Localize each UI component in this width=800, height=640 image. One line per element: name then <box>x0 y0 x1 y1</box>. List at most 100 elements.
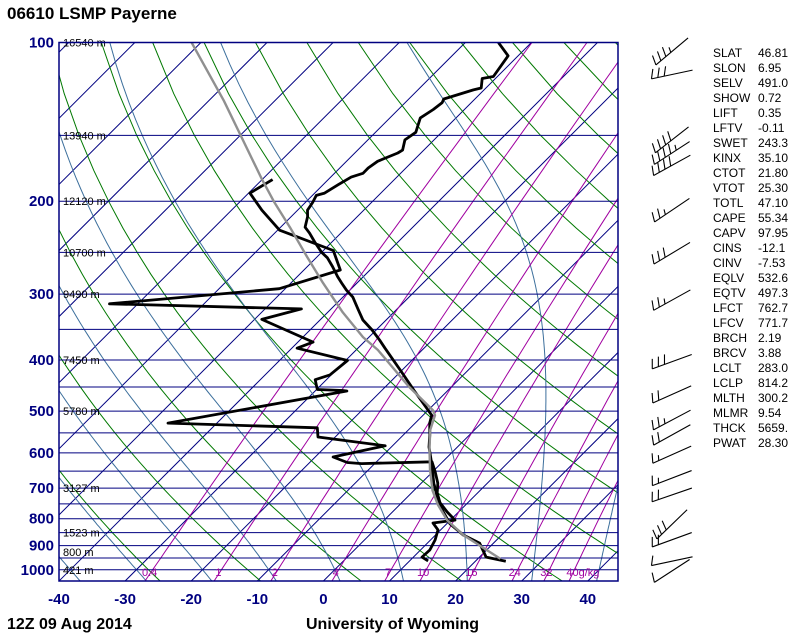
pressure-tick-label: 400 <box>29 352 54 369</box>
wind-barb <box>651 532 692 548</box>
pressure-tick-label: 300 <box>29 286 54 303</box>
index-value: 28.30 <box>758 436 789 450</box>
mixing-ratio-label: 2 <box>272 567 278 579</box>
index-row-TOTL: TOTL 47.10 <box>713 196 788 211</box>
index-name: EQTV <box>713 286 746 300</box>
temperature-tick-label: -30 <box>114 591 136 608</box>
index-row-SWET: SWET 243.3 <box>713 136 788 151</box>
temperature-tick-label: -10 <box>246 591 268 608</box>
temperature-tick-label: 0 <box>319 591 327 608</box>
index-name: LFCT <box>713 301 743 315</box>
temperature-tick-label: 40 <box>579 591 596 608</box>
height-labels: 16540 m 13940 m 12120 m 10700 m 9490 m 7450 m… <box>63 38 106 577</box>
index-value: 3.88 <box>758 346 782 360</box>
index-name: CTOT <box>713 166 746 180</box>
wind-barb <box>650 66 693 80</box>
index-row-SLAT: SLAT 46.81 <box>713 46 788 61</box>
temperature-tick-label: -20 <box>180 591 202 608</box>
index-name: PWAT <box>713 436 747 450</box>
index-name: TOTL <box>713 196 744 210</box>
index-name: LFTV <box>713 121 743 135</box>
temperature-axis-labels: -40 -30 -20 -10 0 10 20 30 40 <box>48 591 596 608</box>
index-row-LFTV: LFTV -0.11 <box>713 121 788 136</box>
index-row-EQLV: EQLV 532.6 <box>713 271 788 286</box>
index-name: CINS <box>713 241 742 255</box>
index-row-SELV: SELV 491.0 <box>713 76 788 91</box>
mixing-ratio-labels: 0.4 1 2 4 7 10 16 24 32 40g/kg <box>142 567 599 579</box>
index-value: 497.3 <box>758 286 789 300</box>
index-value: 5659. <box>758 421 789 435</box>
wind-barb <box>651 409 691 431</box>
index-name: LFCV <box>713 316 744 330</box>
index-value: 6.95 <box>758 61 782 75</box>
index-row-CINV: CINV -7.53 <box>713 256 788 271</box>
date-label: 12Z 09 Aug 2014 <box>7 616 132 633</box>
index-value: 0.72 <box>758 91 782 105</box>
wind-barb <box>651 559 690 583</box>
index-value: -12.1 <box>758 241 786 255</box>
mixing-ratio-label: 0.4 <box>142 567 157 579</box>
wind-barb <box>651 198 690 223</box>
index-value: 243.3 <box>758 136 789 150</box>
wind-barb <box>651 37 689 66</box>
mixing-ratio-lines <box>144 42 618 581</box>
index-value: 35.10 <box>758 151 789 165</box>
index-name: VTOT <box>713 181 745 195</box>
temperature-tick-label: 30 <box>513 591 530 608</box>
height-label: 10700 m <box>63 247 106 259</box>
index-name: KINX <box>713 151 742 165</box>
station-title: 06610 LSMP Payerne <box>7 4 177 23</box>
index-value: 771.7 <box>758 316 789 330</box>
wind-barb <box>651 470 692 487</box>
wind-barb <box>651 154 691 177</box>
index-value: 97.95 <box>758 226 789 240</box>
wind-barb <box>651 385 692 404</box>
wind-barb <box>651 445 692 464</box>
pressure-tick-label: 800 <box>29 511 54 528</box>
isobar-grid <box>59 42 618 581</box>
wind-barbs <box>650 37 693 583</box>
moist-adiabats <box>59 42 618 581</box>
wind-barb <box>650 555 693 567</box>
index-row-MLTH: MLTH 300.2 <box>713 391 788 406</box>
wind-barb <box>651 241 691 265</box>
height-label: 12120 m <box>63 196 106 208</box>
height-label: 7450 m <box>63 355 100 367</box>
index-row-CAPV: CAPV 97.95 <box>713 226 788 241</box>
index-name: CINV <box>713 256 742 270</box>
index-row-EQTV: EQTV 497.3 <box>713 286 788 301</box>
index-value: 21.80 <box>758 166 789 180</box>
height-label: 1523 m <box>63 528 100 540</box>
pressure-tick-label: 600 <box>29 445 54 462</box>
mixing-ratio-label: 7 <box>385 567 391 579</box>
pressure-tick-label: 700 <box>29 480 54 497</box>
height-label: 800 m <box>63 547 94 559</box>
mixing-ratio-label: 40g/kg <box>566 567 599 579</box>
index-row-VTOT: VTOT 25.30 <box>713 181 788 196</box>
index-row-LFCT: LFCT 762.7 <box>713 301 788 316</box>
pressure-axis-labels: 100 200 300 400 500 600 700 800 900 1000 <box>21 35 54 579</box>
index-row-MLMR: MLMR 9.54 <box>713 406 788 421</box>
index-row-LCLP: LCLP 814.2 <box>713 376 788 391</box>
index-name: SLON <box>713 61 746 75</box>
index-value: 2.19 <box>758 331 782 345</box>
mixing-ratio-label: 1 <box>215 567 221 579</box>
index-name: CAPE <box>713 211 746 225</box>
index-name: THCK <box>713 421 746 435</box>
index-row-LIFT: LIFT 0.35 <box>713 106 788 121</box>
background-grid <box>59 42 618 581</box>
height-label: 9490 m <box>63 289 100 301</box>
index-row-CTOT: CTOT 21.80 <box>713 166 788 181</box>
wind-barb <box>651 126 689 154</box>
plot-border <box>58 41 619 582</box>
height-label: 3127 m <box>63 483 100 495</box>
height-label: 421 m <box>63 565 94 577</box>
index-name: LCLP <box>713 376 744 390</box>
index-name: LIFT <box>713 106 738 120</box>
index-value: 814.2 <box>758 376 789 390</box>
wind-barb <box>651 353 692 370</box>
height-label: 13940 m <box>63 130 106 142</box>
index-value: 47.10 <box>758 196 789 210</box>
